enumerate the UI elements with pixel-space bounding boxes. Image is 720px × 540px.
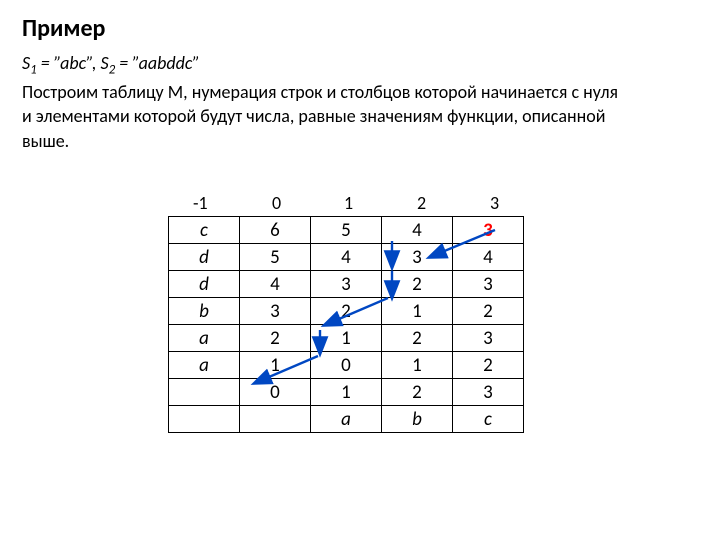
cell: 2	[382, 271, 453, 298]
slide-body: S1 = ”abc”, S2 = ”aabddc” Построим табли…	[22, 52, 702, 154]
cell: 1	[311, 379, 382, 406]
cell: 2	[240, 325, 311, 352]
cell: 1	[311, 325, 382, 352]
cell: 3	[453, 379, 524, 406]
s1-val: = ”abc”, S	[37, 52, 109, 74]
cell: 4	[453, 244, 524, 271]
cell: 0	[240, 379, 311, 406]
col-char: b	[382, 406, 453, 433]
cell: 1	[382, 352, 453, 379]
cell: 5	[311, 217, 382, 244]
cell: 3	[240, 298, 311, 325]
cell: 3	[382, 244, 453, 271]
s1-sub: 1	[30, 63, 37, 78]
matrix-row: a b c	[169, 406, 524, 433]
matrix-row: 0 1 2 3	[169, 379, 524, 406]
cell: 2	[453, 352, 524, 379]
desc-line-3: выше.	[22, 130, 702, 153]
cell: 2	[382, 379, 453, 406]
row-head	[169, 379, 240, 406]
col-char: a	[311, 406, 382, 433]
cell: 4	[382, 217, 453, 244]
matrix-row: a 1 0 1 2	[169, 352, 524, 379]
cell: 3	[453, 325, 524, 352]
col-head-neg1: -1	[193, 192, 208, 214]
col-char: c	[453, 406, 524, 433]
matrix-row: b 3 2 1 2	[169, 298, 524, 325]
cell: 1	[240, 352, 311, 379]
col-head-3: 3	[490, 192, 499, 214]
matrix-row: d 5 4 3 4	[169, 244, 524, 271]
row-head: b	[169, 298, 240, 325]
matrix-row: a 2 1 2 3	[169, 325, 524, 352]
cell: 2	[453, 298, 524, 325]
cell: 4	[311, 244, 382, 271]
col-head-0: 0	[272, 192, 281, 214]
cell: 6	[240, 217, 311, 244]
cell: 1	[382, 298, 453, 325]
cell: 2	[382, 325, 453, 352]
s1-sym: S	[22, 52, 30, 74]
slide-title: Пример	[22, 14, 105, 43]
matrix-row: c 6 5 4 3	[169, 217, 524, 244]
row-head: c	[169, 217, 240, 244]
cell: 0	[311, 352, 382, 379]
row-head: a	[169, 352, 240, 379]
row-head: a	[169, 325, 240, 352]
col-head-2: 2	[417, 192, 426, 214]
definition-line: S1 = ”abc”, S2 = ”aabddc”	[22, 52, 702, 79]
col-char	[240, 406, 311, 433]
cell-highlight: 3	[453, 217, 524, 244]
cell: 5	[240, 244, 311, 271]
slide: Пример S1 = ”abc”, S2 = ”aabddc” Построи…	[0, 0, 720, 540]
matrix-table: c 6 5 4 3 d 5 4 3 4 d 4 3 2 3 b 3 2 1 2	[168, 216, 524, 433]
desc-line-1: Построим таблицу M, нумерация строк и ст…	[22, 81, 702, 104]
matrix-row: d 4 3 2 3	[169, 271, 524, 298]
row-head	[169, 406, 240, 433]
cell: 3	[453, 271, 524, 298]
col-head-1: 1	[344, 192, 353, 214]
cell: 3	[311, 271, 382, 298]
row-head: d	[169, 271, 240, 298]
cell: 2	[311, 298, 382, 325]
s2-val: = ”aabddc”	[115, 52, 200, 74]
row-head: d	[169, 244, 240, 271]
desc-line-2: и элементами которой будут числа, равные…	[22, 105, 702, 128]
cell: 4	[240, 271, 311, 298]
